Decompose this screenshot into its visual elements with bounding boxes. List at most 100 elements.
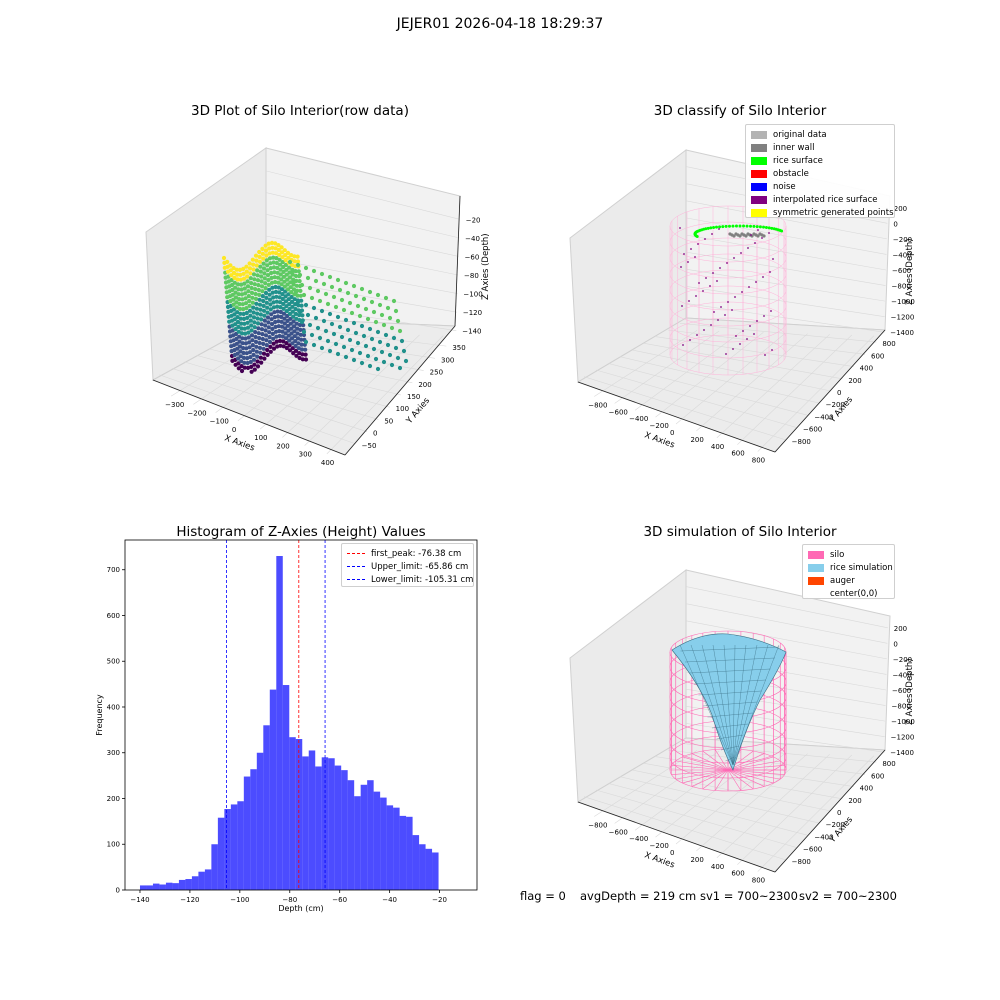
raw-data-point [278,267,283,272]
br-y-tick: −800 [792,858,811,866]
simulation-legend-item: rice simulation [808,561,893,574]
raw-data-point [271,260,276,265]
raw-data-point [266,325,271,330]
raw-data-point [251,267,256,272]
raw-data-point [269,322,275,327]
interpolated-point [746,338,748,340]
raw-data-point [267,339,273,345]
raw-data-point [371,309,377,315]
raw-data-point [399,338,405,344]
raw-data-point [259,360,264,365]
histogram-x-tick: −20 [432,896,447,904]
raw-data-point [375,366,381,372]
tr-z-tick: −400 [892,251,911,259]
interpolated-point [711,233,713,235]
raw-data-point [286,255,291,260]
raw-data-point [233,290,238,295]
br-z-tick: 200 [894,625,907,633]
raw-data-point [273,241,278,246]
raw-data-point [287,275,293,280]
raw-data-point [403,358,409,364]
interpolated-point [753,333,755,335]
br-y-tick: −400 [814,833,833,841]
raw-data-point [311,342,317,348]
raw-data-point [261,298,266,304]
br-z-tick: 0 [893,640,897,648]
raw-data-point [335,351,341,357]
br-z-tick: −400 [892,671,911,679]
raw-data-point [244,269,249,274]
raw-data-point [365,353,371,359]
tr-x-tick: −600 [609,408,628,416]
raw-data-point [273,329,279,334]
raw-data-point [297,313,302,318]
tl-y-tick: 150 [407,393,420,401]
classify-legend-item: inner wall [751,141,889,154]
simulation-legend-item: silo [808,548,889,561]
raw-data-point [298,327,303,332]
raw-data-point [260,289,265,294]
raw-data-point [237,297,242,302]
raw-data-point [319,308,325,314]
interpolated-point [719,267,721,269]
interpolated-point [702,290,704,292]
raw-data-point [242,281,247,286]
status-sv1: sv1 = 700~2300 [700,889,798,903]
histogram-bar [289,737,296,890]
raw-data-point [238,272,243,277]
raw-data-point [241,271,246,276]
raw-data-point [279,319,284,324]
raw-data-point [281,344,286,349]
raw-data-point [323,291,329,297]
raw-data-point [279,287,285,292]
raw-data-point [297,355,302,361]
simulation-legend: silo rice simulation auger center(0,0) [802,544,895,599]
br-y-tick: 200 [848,797,861,805]
raw-z-ticks: −20 −40 −60 −80 −100 −120 −140 [462,216,482,335]
raw-data-point [299,298,304,303]
raw-data-point [265,305,270,310]
raw-data-point [248,318,253,323]
raw-data-point [273,319,278,325]
histogram-bar [256,752,264,890]
raw-data-point [236,324,241,329]
histogram-bar [178,879,186,890]
histogram-bar [406,816,413,890]
raw-data-point [277,257,282,262]
raw-data-point [337,287,343,293]
raw-data-point [303,339,309,345]
raw-data-point [265,352,270,357]
tr-z-tick: −200 [893,236,912,244]
raw-data-point [300,352,305,357]
raw-data-point [238,311,243,316]
raw-data-point [265,347,270,353]
raw-data-point [233,285,238,290]
interpolated-point [695,295,697,297]
raw-data-point [282,316,287,321]
raw-data-point [260,332,265,337]
inner-wall-point [744,234,748,238]
raw-data-point [289,269,295,275]
raw-data-point [269,280,275,285]
raw-data-point [239,292,245,297]
interpolated-point [755,281,757,283]
histogram-bar [237,801,244,890]
raw-data-point [281,301,286,306]
status-sv2: sv2 = 700~2300 [799,889,897,903]
raw-data-point [251,347,256,353]
raw-data-points [221,240,409,374]
raw-data-point [279,282,284,287]
raw-data-point [291,279,297,285]
raw-data-point [267,256,273,261]
tr-z-tick: 0 [893,220,897,228]
raw-data-point [246,335,251,340]
raw-data-point [247,261,252,266]
rice-surface-point [714,225,718,229]
raw-data-point [297,351,302,356]
inner-wall-point [738,234,742,238]
rice-surface-point [762,225,766,229]
inner-wall-point [732,234,736,238]
raw-data-point [279,245,284,250]
interpolated-point [772,258,774,260]
raw-data-point [254,349,259,354]
